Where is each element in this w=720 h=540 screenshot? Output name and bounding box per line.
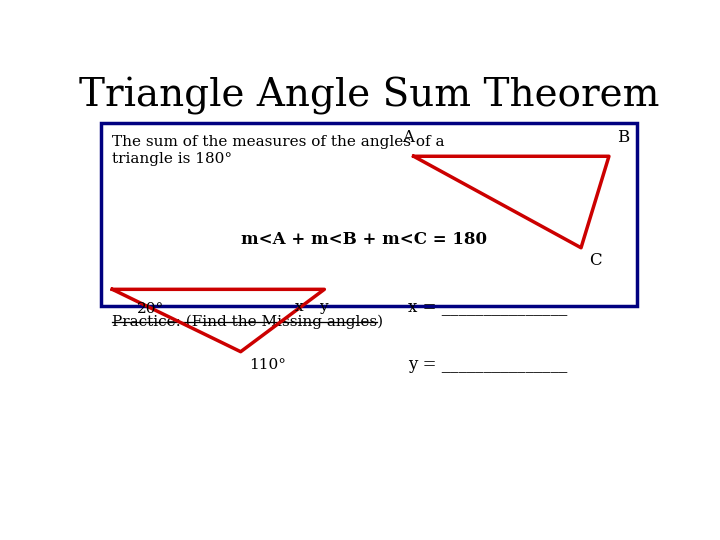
Text: 110°: 110°	[249, 358, 286, 372]
Text: A: A	[402, 129, 414, 146]
Text: y: y	[319, 300, 328, 314]
Text: The sum of the measures of the angles of a
triangle is 180°: The sum of the measures of the angles of…	[112, 136, 445, 166]
Text: 20°: 20°	[138, 302, 165, 316]
Text: Triangle Angle Sum Theorem: Triangle Angle Sum Theorem	[78, 77, 660, 115]
Text: y = _______________: y = _______________	[408, 356, 567, 373]
Text: m<A + m<B + m<C = 180: m<A + m<B + m<C = 180	[240, 231, 487, 248]
Text: B: B	[617, 129, 629, 146]
Text: C: C	[589, 252, 601, 269]
Text: x: x	[295, 300, 304, 314]
Text: x = _______________: x = _______________	[408, 298, 567, 315]
Text: Practice: (Find the Missing angles): Practice: (Find the Missing angles)	[112, 314, 384, 329]
